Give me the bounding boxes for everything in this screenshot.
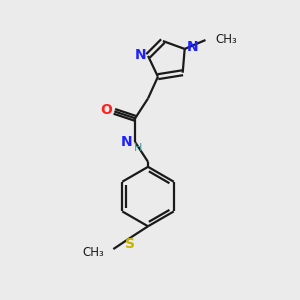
Text: S: S	[125, 237, 135, 251]
Text: N: N	[120, 135, 132, 149]
Text: N: N	[134, 48, 146, 62]
Text: CH₃: CH₃	[215, 32, 237, 46]
Text: O: O	[100, 103, 112, 117]
Text: H: H	[134, 143, 142, 153]
Text: N: N	[187, 40, 198, 54]
Text: CH₃: CH₃	[83, 245, 104, 259]
